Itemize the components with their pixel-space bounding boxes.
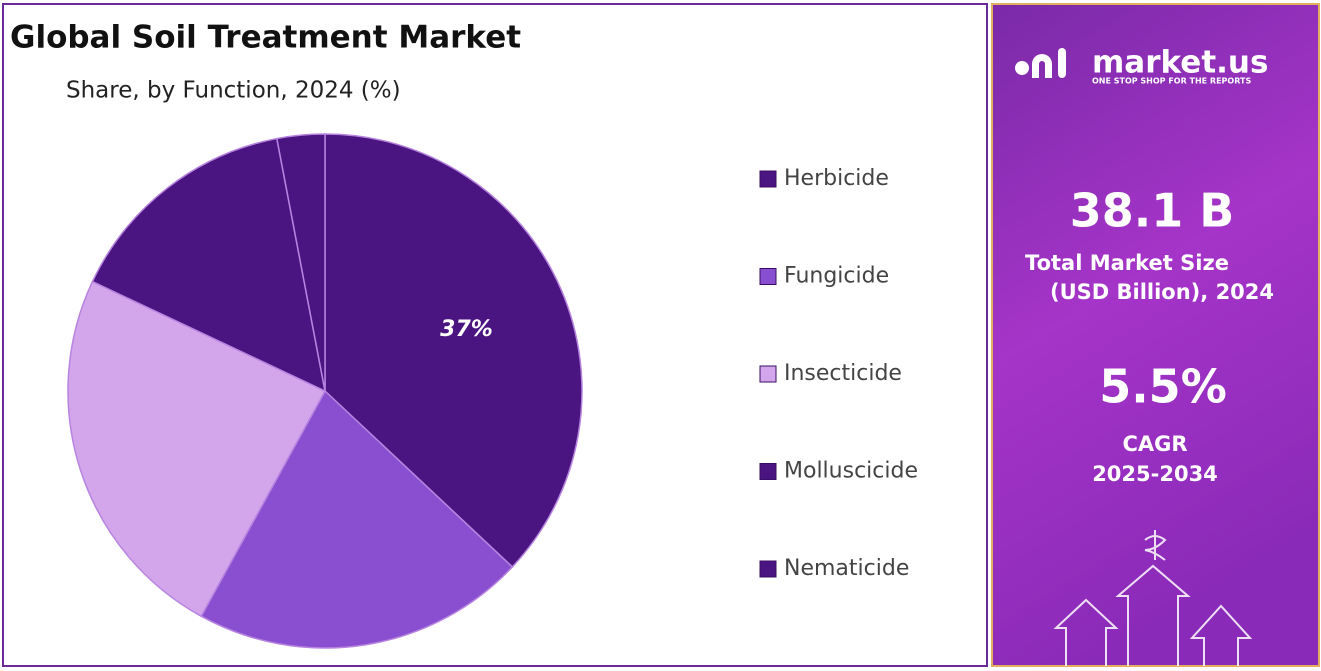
market-size: 38.1 B xyxy=(1070,184,1235,238)
brand: market.us xyxy=(1092,45,1268,81)
chart-title: Global Soil Treatment Market xyxy=(10,20,521,56)
logo-icon xyxy=(1015,48,1066,78)
legend-label: Herbicide xyxy=(784,166,889,191)
legend-label: Insecticide xyxy=(784,361,902,386)
pie-slice xyxy=(324,133,583,568)
pie-slice xyxy=(67,280,327,618)
pie-slice xyxy=(200,389,514,649)
legend-swatch xyxy=(759,560,777,578)
legend-swatch xyxy=(759,268,777,285)
market-size-label: (USD Billion), 2024 xyxy=(1050,280,1274,304)
legend-label: Nematicide xyxy=(784,556,909,581)
legend-swatch xyxy=(759,463,777,480)
legend-swatch xyxy=(759,170,777,188)
cagr-period: 2025-2034 xyxy=(1092,462,1218,486)
decor-arrows xyxy=(1053,530,1253,666)
tagline: ONE STOP SHOP FOR THE REPORTS xyxy=(1092,77,1251,86)
legend-label: Fungicide xyxy=(784,264,889,289)
legend: Herbicide Fungicide Insecticide Molluscicid… xyxy=(759,166,918,581)
legend-swatch xyxy=(759,365,777,383)
sidebar xyxy=(991,3,1320,667)
data-label: 37% xyxy=(440,317,493,342)
legend-label: Molluscicide xyxy=(784,459,918,484)
chart-subtitle: Share, by Function, 2024 (%) xyxy=(66,78,401,104)
pie: 37% xyxy=(67,133,583,649)
cagr-label: CAGR xyxy=(1122,432,1187,456)
pie-slice xyxy=(275,133,326,392)
market-size-label: Total Market Size xyxy=(1025,251,1229,275)
pie-slice xyxy=(91,137,327,393)
cagr: 5.5% xyxy=(1099,360,1227,414)
